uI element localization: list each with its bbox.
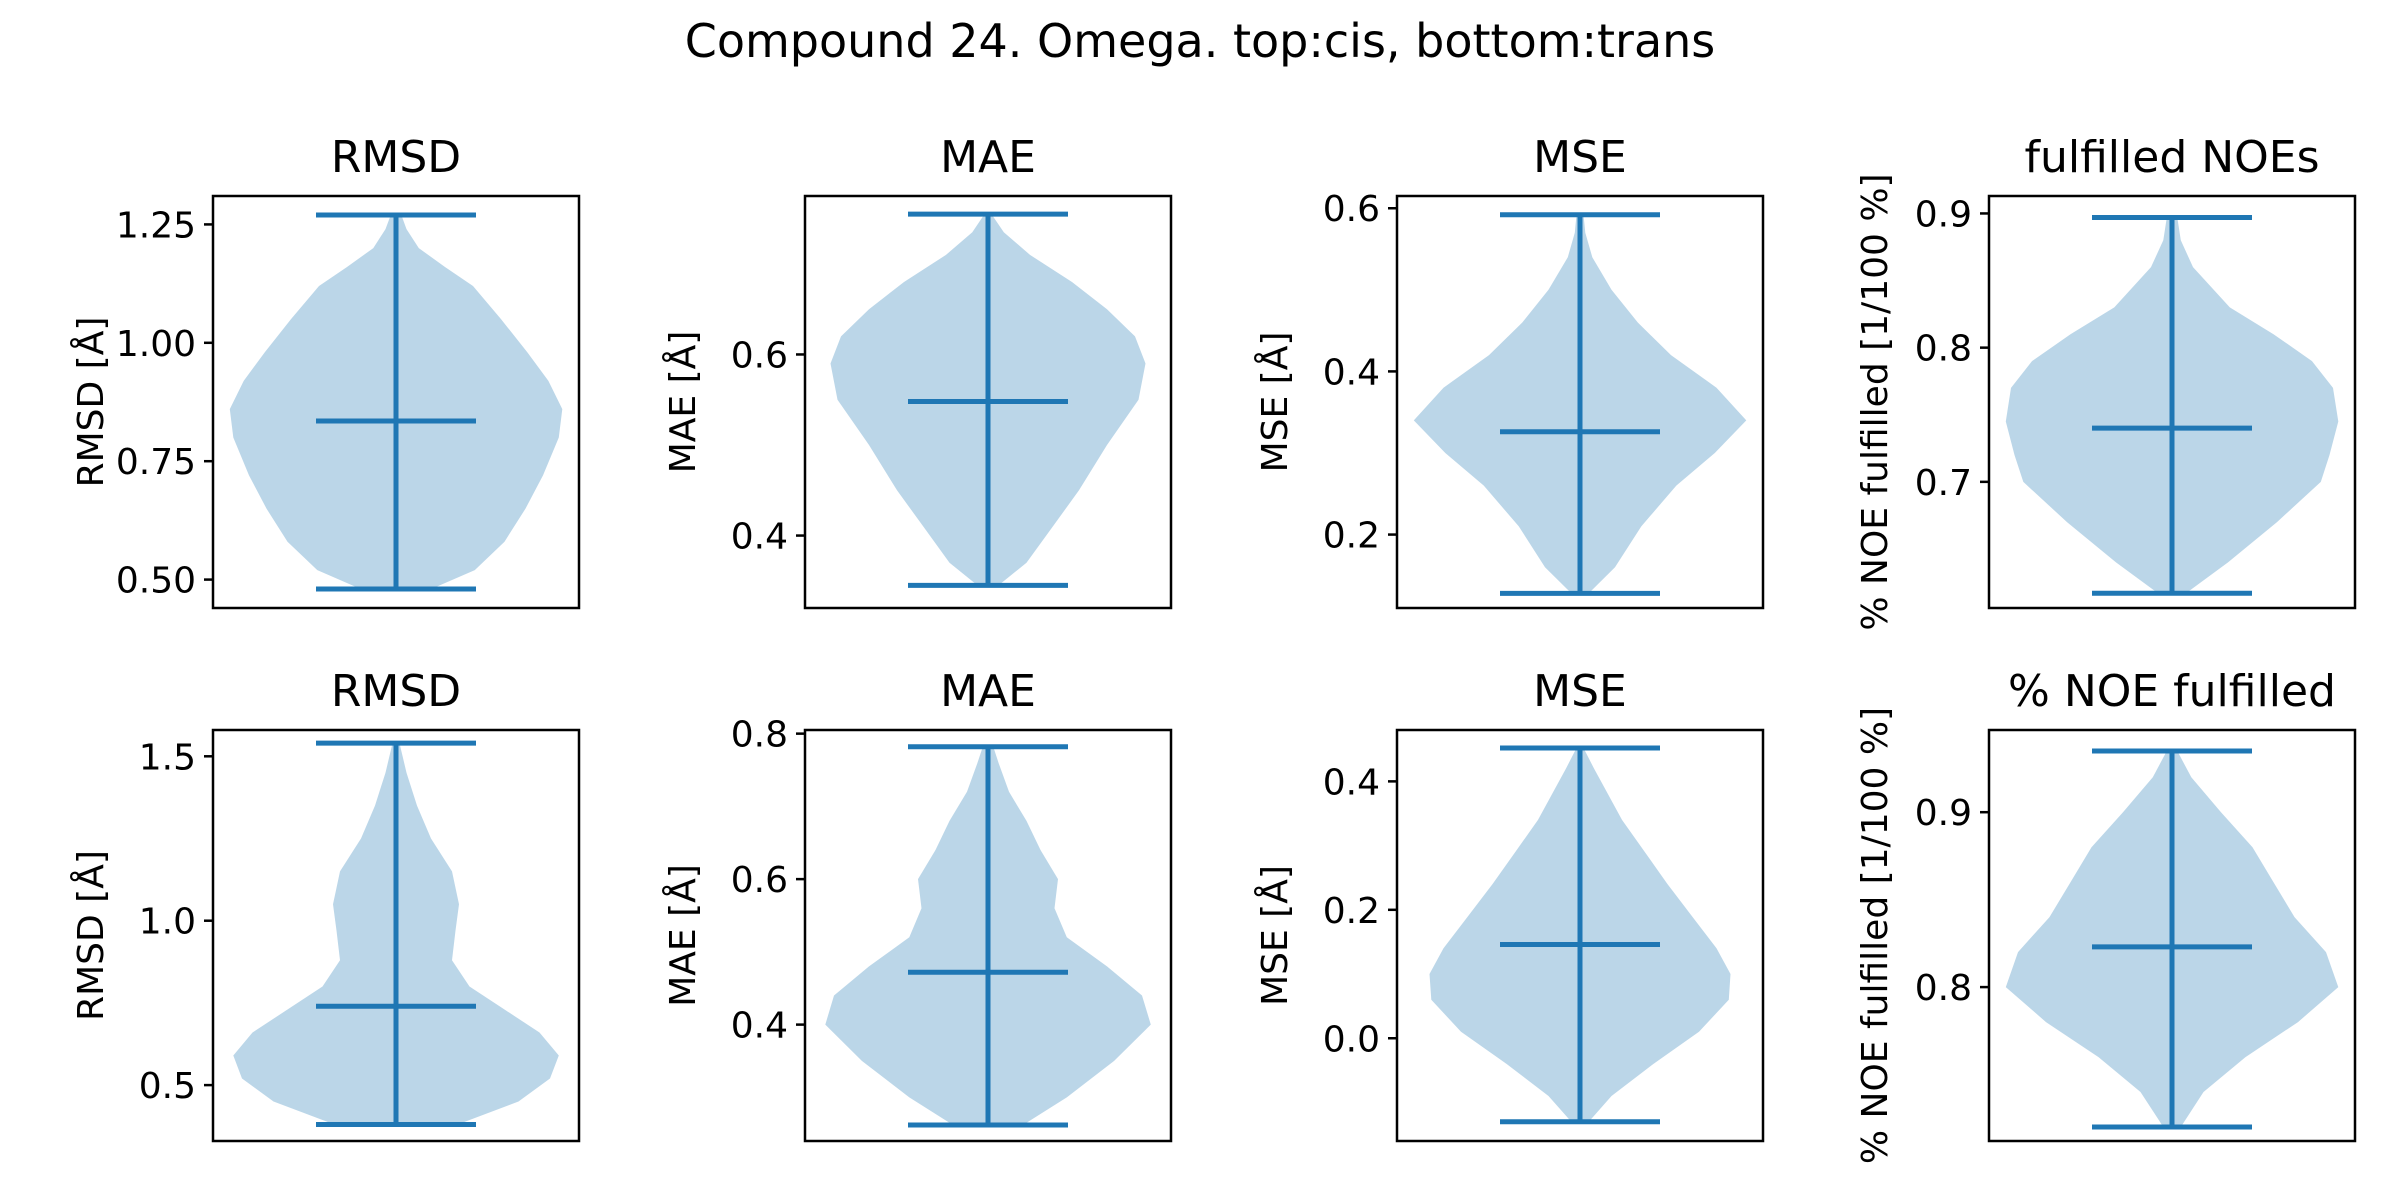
y-tick-label: 0.8 (731, 715, 788, 756)
y-tick-label: 0.6 (1323, 189, 1380, 230)
y-tick-label: 1.25 (116, 205, 196, 246)
axes-frame (211, 194, 581, 610)
y-axis-label: RMSD [Å] (69, 850, 112, 1021)
panel-title: fulfilled NOEs (2024, 132, 2319, 183)
panel-title: RMSD (331, 132, 461, 183)
axes-frame (1395, 194, 1765, 610)
y-tick-label: 0.5 (139, 1066, 196, 1107)
panel-title: MSE (1533, 132, 1627, 183)
y-tick-label: 1.0 (139, 902, 196, 943)
axes-frame (1395, 728, 1765, 1143)
y-tick-label: 0.6 (731, 860, 788, 901)
y-tick-label: 0.2 (1323, 516, 1380, 557)
axes-frame (803, 728, 1173, 1143)
y-tick-label: 1.5 (139, 737, 196, 778)
y-tick-label: 0.4 (1323, 352, 1380, 393)
panel-title: RMSD (331, 666, 461, 717)
y-tick-label: 0.4 (731, 517, 788, 558)
y-axis-label: MSE [Å] (1253, 865, 1296, 1006)
violin-panel: 0.50 0.75 1.00 1.25 RMSD RMSD [Å] (69, 132, 581, 610)
y-tick-label: 0.8 (1915, 329, 1972, 370)
violin-panel: 0.2 0.4 0.6 MSE MSE [Å] (1253, 132, 1765, 610)
y-tick-label: 0.7 (1915, 463, 1972, 504)
y-axis-label: MAE [Å] (661, 864, 704, 1007)
panel-title: MAE (940, 132, 1036, 183)
violin-panel: 0.8 0.9 % NOE fulfilled % NOE fulfilled [1/… (1855, 666, 2357, 1164)
axes-frame (803, 194, 1173, 610)
y-axis-label: RMSD [Å] (69, 317, 112, 488)
axes-frame (1987, 728, 2357, 1143)
violin-panel: 0.4 0.6 0.8 MAE MAE [Å] (661, 666, 1173, 1143)
y-tick-label: 1.00 (116, 324, 196, 365)
panel-title: % NOE fulfilled (2008, 666, 2336, 717)
y-axis-label: % NOE fulfilled [1/100 %] (1855, 173, 1896, 630)
axes-frame (1987, 194, 2357, 610)
y-tick-label: 0.2 (1323, 891, 1380, 932)
violin-panel: 0.4 0.6 MAE MAE [Å] (661, 132, 1173, 610)
y-tick-label: 0.50 (116, 561, 196, 602)
violin-panel: 0.5 1.0 1.5 RMSD RMSD [Å] (69, 666, 581, 1143)
y-tick-label: 0.9 (1915, 793, 1972, 834)
figure-title: Compound 24. Omega. top:cis, bottom:tran… (685, 14, 1716, 68)
y-axis-label: MSE [Å] (1253, 332, 1296, 473)
panel-title: MAE (940, 666, 1036, 717)
y-axis-label: MAE [Å] (661, 331, 704, 474)
y-tick-label: 0.6 (731, 335, 788, 376)
y-tick-label: 0.4 (731, 1006, 788, 1047)
y-tick-label: 0.4 (1323, 762, 1380, 803)
y-tick-label: 0.75 (116, 442, 196, 483)
y-tick-label: 0.9 (1915, 194, 1972, 235)
y-axis-label: % NOE fulfilled [1/100 %] (1855, 707, 1896, 1164)
violin-panel: 0.0 0.2 0.4 MSE MSE [Å] (1253, 666, 1765, 1143)
axes-frame (211, 728, 581, 1143)
panel-title: MSE (1533, 666, 1627, 717)
y-tick-label: 0.0 (1323, 1019, 1380, 1060)
y-tick-label: 0.8 (1915, 968, 1972, 1009)
violin-panel: 0.7 0.8 0.9 fulfilled NOEs % NOE fulfilled [… (1855, 132, 2357, 631)
